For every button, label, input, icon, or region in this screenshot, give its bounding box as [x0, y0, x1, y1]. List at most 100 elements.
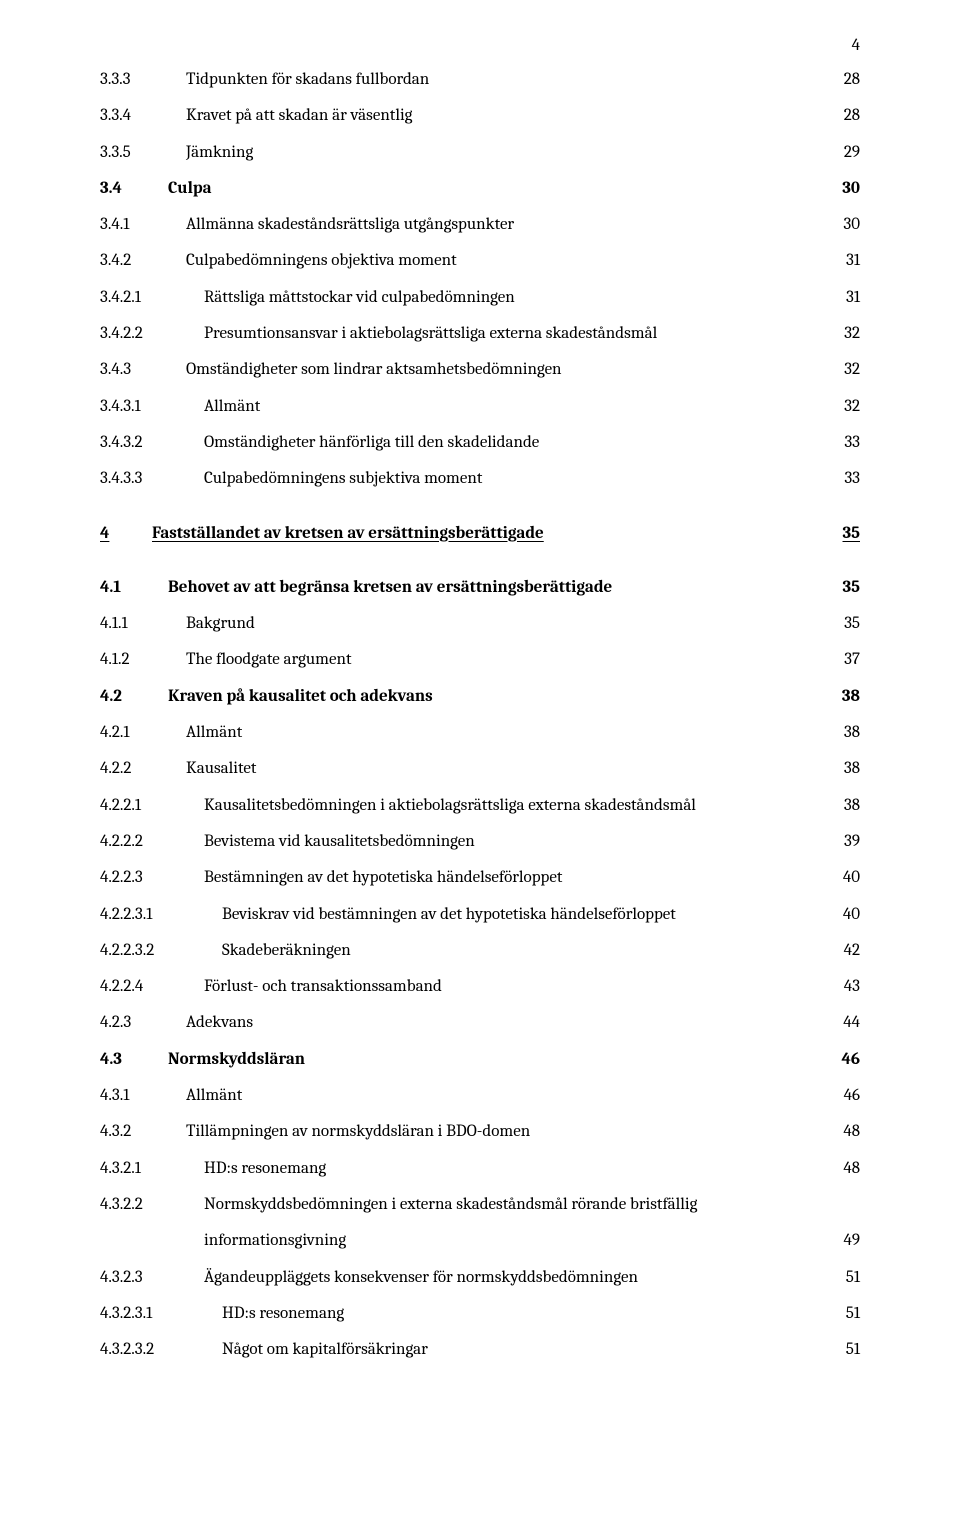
toc-entry-page: 51: [832, 1298, 860, 1330]
toc-entry-page: 31: [832, 245, 860, 277]
toc-entry-number: 3.4.3.3: [100, 463, 204, 495]
toc-entry-number: 4.2.2: [100, 753, 186, 785]
toc-entry: 4.1.2The floodgate argument37: [100, 644, 860, 676]
toc-entry-page: 31: [832, 282, 860, 314]
toc-entry-page: 38: [830, 753, 860, 785]
toc-entry-number: 4.3: [100, 1044, 168, 1076]
toc-entry-page: 46: [830, 1080, 860, 1112]
toc-entry-left: 4.3.1Allmänt: [100, 1080, 830, 1112]
toc-entry: 4.2.2Kausalitet38: [100, 753, 860, 785]
toc-entry-title: Allmänt: [186, 717, 830, 749]
toc-entry: 3.4.3.3Culpabedömningens subjektiva mome…: [100, 463, 860, 495]
toc-entry-title: Omständigheter som lindrar aktsamhetsbed…: [186, 354, 830, 386]
toc-entry-number: 3.4.3.1: [100, 391, 204, 423]
toc-entry-number: 4.2.2.3.2: [100, 935, 222, 967]
toc-entry: 4.1.1Bakgrund35: [100, 608, 860, 640]
toc-entry-title: Jämkning: [186, 137, 830, 169]
toc-entry-left: 4.2.2.3.1Beviskrav vid bestämningen av d…: [100, 899, 829, 931]
toc-entry-page: 38: [830, 790, 860, 822]
toc-entry: 4.2.2.3.1Beviskrav vid bestämningen av d…: [100, 899, 860, 931]
toc-entry-number: 3.4.2.1: [100, 282, 204, 314]
page-number: 4: [852, 30, 860, 62]
toc-entry-left: 3.4.2.1Rättsliga måttstockar vid culpabe…: [100, 282, 832, 314]
toc-entry-left: 4Fastställandet av kretsen av ersättning…: [100, 518, 829, 550]
toc-entry-number: 4.2.1: [100, 717, 186, 749]
toc-entry-number: 4.1: [100, 572, 168, 604]
toc-entry-page: 30: [829, 209, 860, 241]
toc-entry-title: Kraven på kausalitet och adekvans: [168, 681, 828, 713]
toc-entry-page: 48: [829, 1116, 860, 1148]
toc-entry-page: 35: [830, 608, 860, 640]
toc-entry-title: The floodgate argument: [186, 644, 830, 676]
toc-entry-title: Tidpunkten för skadans fullbordan: [186, 64, 830, 96]
toc-entry-number: 4.2.2.3: [100, 862, 204, 894]
toc-entry-number-spacer: [100, 1225, 204, 1257]
toc-entry-number: 4.1.2: [100, 644, 186, 676]
toc-entry-title: Kravet på att skadan är väsentlig: [186, 100, 830, 132]
toc-entry-page: 30: [828, 173, 860, 205]
toc-entry-number: 4.3.1: [100, 1080, 186, 1112]
toc-entry-left: 4.3.2.1HD:s resonemang: [100, 1153, 829, 1185]
toc-entry-title: Tillämpningen av normskyddsläran i BDO-d…: [186, 1116, 829, 1148]
toc-entry-page: 40: [829, 862, 860, 894]
toc-entry-page: 40: [829, 899, 860, 931]
toc-entry-number: 4.2.2.3.1: [100, 899, 222, 931]
toc-entry: 3.4.2Culpabedömningens objektiva moment3…: [100, 245, 860, 277]
toc-entry-title: Rättsliga måttstockar vid culpabedömning…: [204, 282, 832, 314]
toc-entry-page: 49: [830, 1225, 861, 1257]
toc-entry-left: 4.2.2Kausalitet: [100, 753, 830, 785]
toc-entry-page: 44: [829, 1007, 860, 1039]
toc-entry-left: 4.2.2.1Kausalitetsbedömningen i aktiebol…: [100, 790, 830, 822]
toc-entry-number: 4.3.2.1: [100, 1153, 204, 1185]
toc-entry-page: 35: [829, 572, 860, 604]
toc-entry-page: 51: [832, 1334, 860, 1366]
toc-entry-number: 4.3.2.3.2: [100, 1334, 222, 1366]
toc-entry-number: 4.3.2.2: [100, 1189, 204, 1221]
toc-entry: 3.3.3Tidpunkten för skadans fullbordan28: [100, 64, 860, 96]
toc-entry-title: Kausalitet: [186, 753, 830, 785]
toc-entry-title: Culpa: [168, 173, 828, 205]
toc-entry-number: 4.2: [100, 681, 168, 713]
toc-entry-left: 3.3.3Tidpunkten för skadans fullbordan: [100, 64, 830, 96]
toc-entry: 4.2.3Adekvans44: [100, 1007, 860, 1039]
toc-entry: 4.3.2.3.2Något om kapitalförsäkringar51: [100, 1334, 860, 1366]
toc-entry-page: 35: [829, 518, 860, 550]
toc-entry-title: Skadeberäkningen: [222, 935, 830, 967]
toc-entry-page: 33: [830, 427, 860, 459]
toc-entry-left: 4.2Kraven på kausalitet och adekvans: [100, 681, 828, 713]
toc-entry-page: 33: [830, 463, 860, 495]
toc-entry-number: 4.2.2.4: [100, 971, 204, 1003]
toc-entry-title: HD:s resonemang: [204, 1153, 829, 1185]
toc-entry-left: 3.4.3.1Allmänt: [100, 391, 830, 423]
toc-entry-left: informationsgivning: [100, 1225, 830, 1257]
table-of-contents: 3.3.3Tidpunkten för skadans fullbordan28…: [100, 64, 860, 1366]
toc-entry-left: 4.1.1Bakgrund: [100, 608, 830, 640]
toc-entry: 3.4.2.1Rättsliga måttstockar vid culpabe…: [100, 282, 860, 314]
toc-entry-number: 4.3.2.3: [100, 1262, 204, 1294]
toc-entry-left: 3.3.5Jämkning: [100, 137, 830, 169]
toc-entry-left: 3.3.4Kravet på att skadan är väsentlig: [100, 100, 830, 132]
toc-entry-title: Culpabedömningens subjektiva moment: [204, 463, 830, 495]
toc-entry-title: Bakgrund: [186, 608, 830, 640]
toc-entry-title: Ägandeuppläggets konsekvenser för normsk…: [204, 1262, 832, 1294]
toc-entry-page: 32: [830, 391, 860, 423]
toc-entry-page: 29: [830, 137, 860, 169]
toc-entry-number: 4.2.3: [100, 1007, 186, 1039]
toc-entry-title: Bevistema vid kausalitetsbedömningen: [204, 826, 830, 858]
toc-entry-left: 4.1.2The floodgate argument: [100, 644, 830, 676]
toc-entry-left: 3.4.3.2Omständigheter hänförliga till de…: [100, 427, 830, 459]
toc-entry: 3.4.3.2Omständigheter hänförliga till de…: [100, 427, 860, 459]
toc-entry-number: 4.1.1: [100, 608, 186, 640]
toc-entry: 4.2.2.4Förlust- och transaktionssamband4…: [100, 971, 860, 1003]
toc-entry-number: 3.3.4: [100, 100, 186, 132]
toc-entry: 4.1Behovet av att begränsa kretsen av er…: [100, 572, 860, 604]
toc-entry-title: Beviskrav vid bestämningen av det hypote…: [222, 899, 829, 931]
toc-entry-title: Fastställandet av kretsen av ersättnings…: [152, 518, 829, 550]
toc-entry: 4.3.1Allmänt46: [100, 1080, 860, 1112]
toc-entry-title-continuation: informationsgivning: [204, 1225, 830, 1257]
toc-entry-page: 38: [828, 681, 860, 713]
toc-entry-left: 4.2.2.4Förlust- och transaktionssamband: [100, 971, 830, 1003]
toc-entry-title: Allmänt: [186, 1080, 830, 1112]
toc-entry: 3.4.3.1Allmänt32: [100, 391, 860, 423]
toc-entry: 4.3Normskyddsläran46: [100, 1044, 860, 1076]
